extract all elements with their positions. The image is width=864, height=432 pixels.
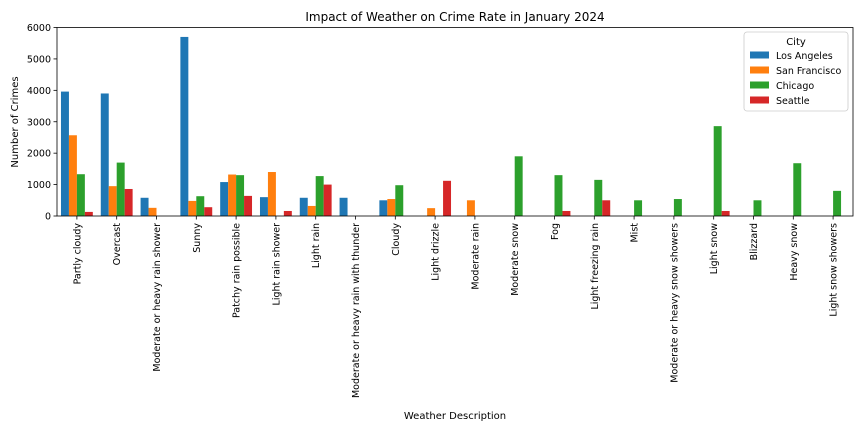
bar <box>554 175 563 216</box>
bar <box>721 210 730 216</box>
bar <box>323 184 332 216</box>
bar <box>594 179 603 216</box>
x-tick-label: Light rain <box>311 223 322 268</box>
bar <box>116 162 125 216</box>
y-tick-label: 1000 <box>27 180 51 191</box>
bar <box>387 199 396 216</box>
bar <box>124 188 133 216</box>
bar <box>307 205 316 216</box>
bar <box>602 200 611 216</box>
y-tick-label: 4000 <box>27 86 51 97</box>
legend-swatch <box>750 66 769 74</box>
bars-layer <box>60 36 842 216</box>
x-tick-label: Light snow showers <box>829 223 840 317</box>
chart-title: Impact of Weather on Crime Rate in Janua… <box>305 10 604 24</box>
bar <box>180 36 189 216</box>
legend-label: Seattle <box>776 96 810 107</box>
x-tick-label: Moderate or heavy rain with thunder <box>351 223 362 398</box>
legend-swatch <box>750 96 769 104</box>
bar <box>299 197 308 216</box>
y-tick-label: 3000 <box>27 117 51 128</box>
bar <box>443 180 452 216</box>
bar <box>236 175 245 216</box>
bar <box>283 210 292 216</box>
bar <box>673 199 682 216</box>
x-axis: Partly cloudy Overcast Moderate or heavy r… <box>72 216 840 398</box>
bar <box>259 197 268 216</box>
x-tick-label: Moderate snow <box>510 223 521 296</box>
bar <box>833 190 842 216</box>
y-tick-label: 5000 <box>27 54 51 65</box>
x-tick-label: Sunny <box>192 223 203 253</box>
legend-label: San Francisco <box>776 66 841 77</box>
x-tick-label: Light snow <box>709 223 720 275</box>
y-axis: 0 1000 2000 3000 4000 5000 6000 <box>27 23 57 223</box>
x-tick-label: Overcast <box>112 223 123 266</box>
legend-label: Chicago <box>776 81 814 92</box>
bar <box>315 176 324 216</box>
bar <box>228 174 237 216</box>
legend-title: City <box>786 37 806 48</box>
bar <box>395 185 404 216</box>
bar <box>140 197 149 216</box>
bar <box>427 208 436 216</box>
bar <box>244 195 253 216</box>
bar <box>634 200 643 216</box>
bar <box>562 210 571 216</box>
y-tick-label: 2000 <box>27 149 51 160</box>
bar <box>188 200 197 216</box>
plot-frame <box>56 27 854 217</box>
legend-box <box>743 31 849 112</box>
bar <box>204 207 213 216</box>
x-tick-label: Fog <box>550 223 561 240</box>
y-tick-label: 0 <box>45 212 51 223</box>
x-axis-label: Weather Description <box>404 411 506 422</box>
x-tick-label: Patchy rain possible <box>232 223 243 318</box>
bar <box>76 174 85 216</box>
x-tick-label: Blizzard <box>749 223 760 260</box>
x-tick-label: Light rain shower <box>271 223 282 306</box>
x-tick-label: Cloudy <box>391 223 402 256</box>
x-tick-label: Light drizzle <box>431 223 442 281</box>
legend-swatch <box>750 81 769 89</box>
bar <box>68 135 77 216</box>
bar <box>753 200 762 216</box>
x-tick-label: Mist <box>630 223 641 243</box>
bar <box>267 172 276 216</box>
bar <box>466 200 475 216</box>
bar <box>108 186 117 216</box>
bar <box>148 207 157 216</box>
bar <box>220 182 229 216</box>
bar <box>84 211 93 216</box>
bar <box>379 200 388 216</box>
legend-swatch <box>750 51 769 59</box>
bar <box>713 126 722 216</box>
x-tick-label: Light freezing rain <box>590 223 601 310</box>
legend: City Los Angeles San Francisco Chicago Seat… <box>743 31 849 112</box>
x-tick-label: Moderate rain <box>470 223 481 290</box>
y-tick-label: 6000 <box>27 23 51 34</box>
x-tick-label: Moderate or heavy snow showers <box>669 223 680 383</box>
y-axis-label: Number of Crimes <box>10 76 21 167</box>
bar <box>793 163 802 216</box>
x-tick-label: Partly cloudy <box>72 223 83 285</box>
bar <box>514 156 523 216</box>
x-tick-label: Heavy snow <box>789 223 800 281</box>
bar <box>339 197 348 216</box>
legend-label: Los Angeles <box>776 51 833 62</box>
bar <box>100 93 109 216</box>
x-tick-label: Moderate or heavy rain shower <box>152 223 163 372</box>
bar <box>60 91 69 216</box>
bar <box>196 196 205 216</box>
